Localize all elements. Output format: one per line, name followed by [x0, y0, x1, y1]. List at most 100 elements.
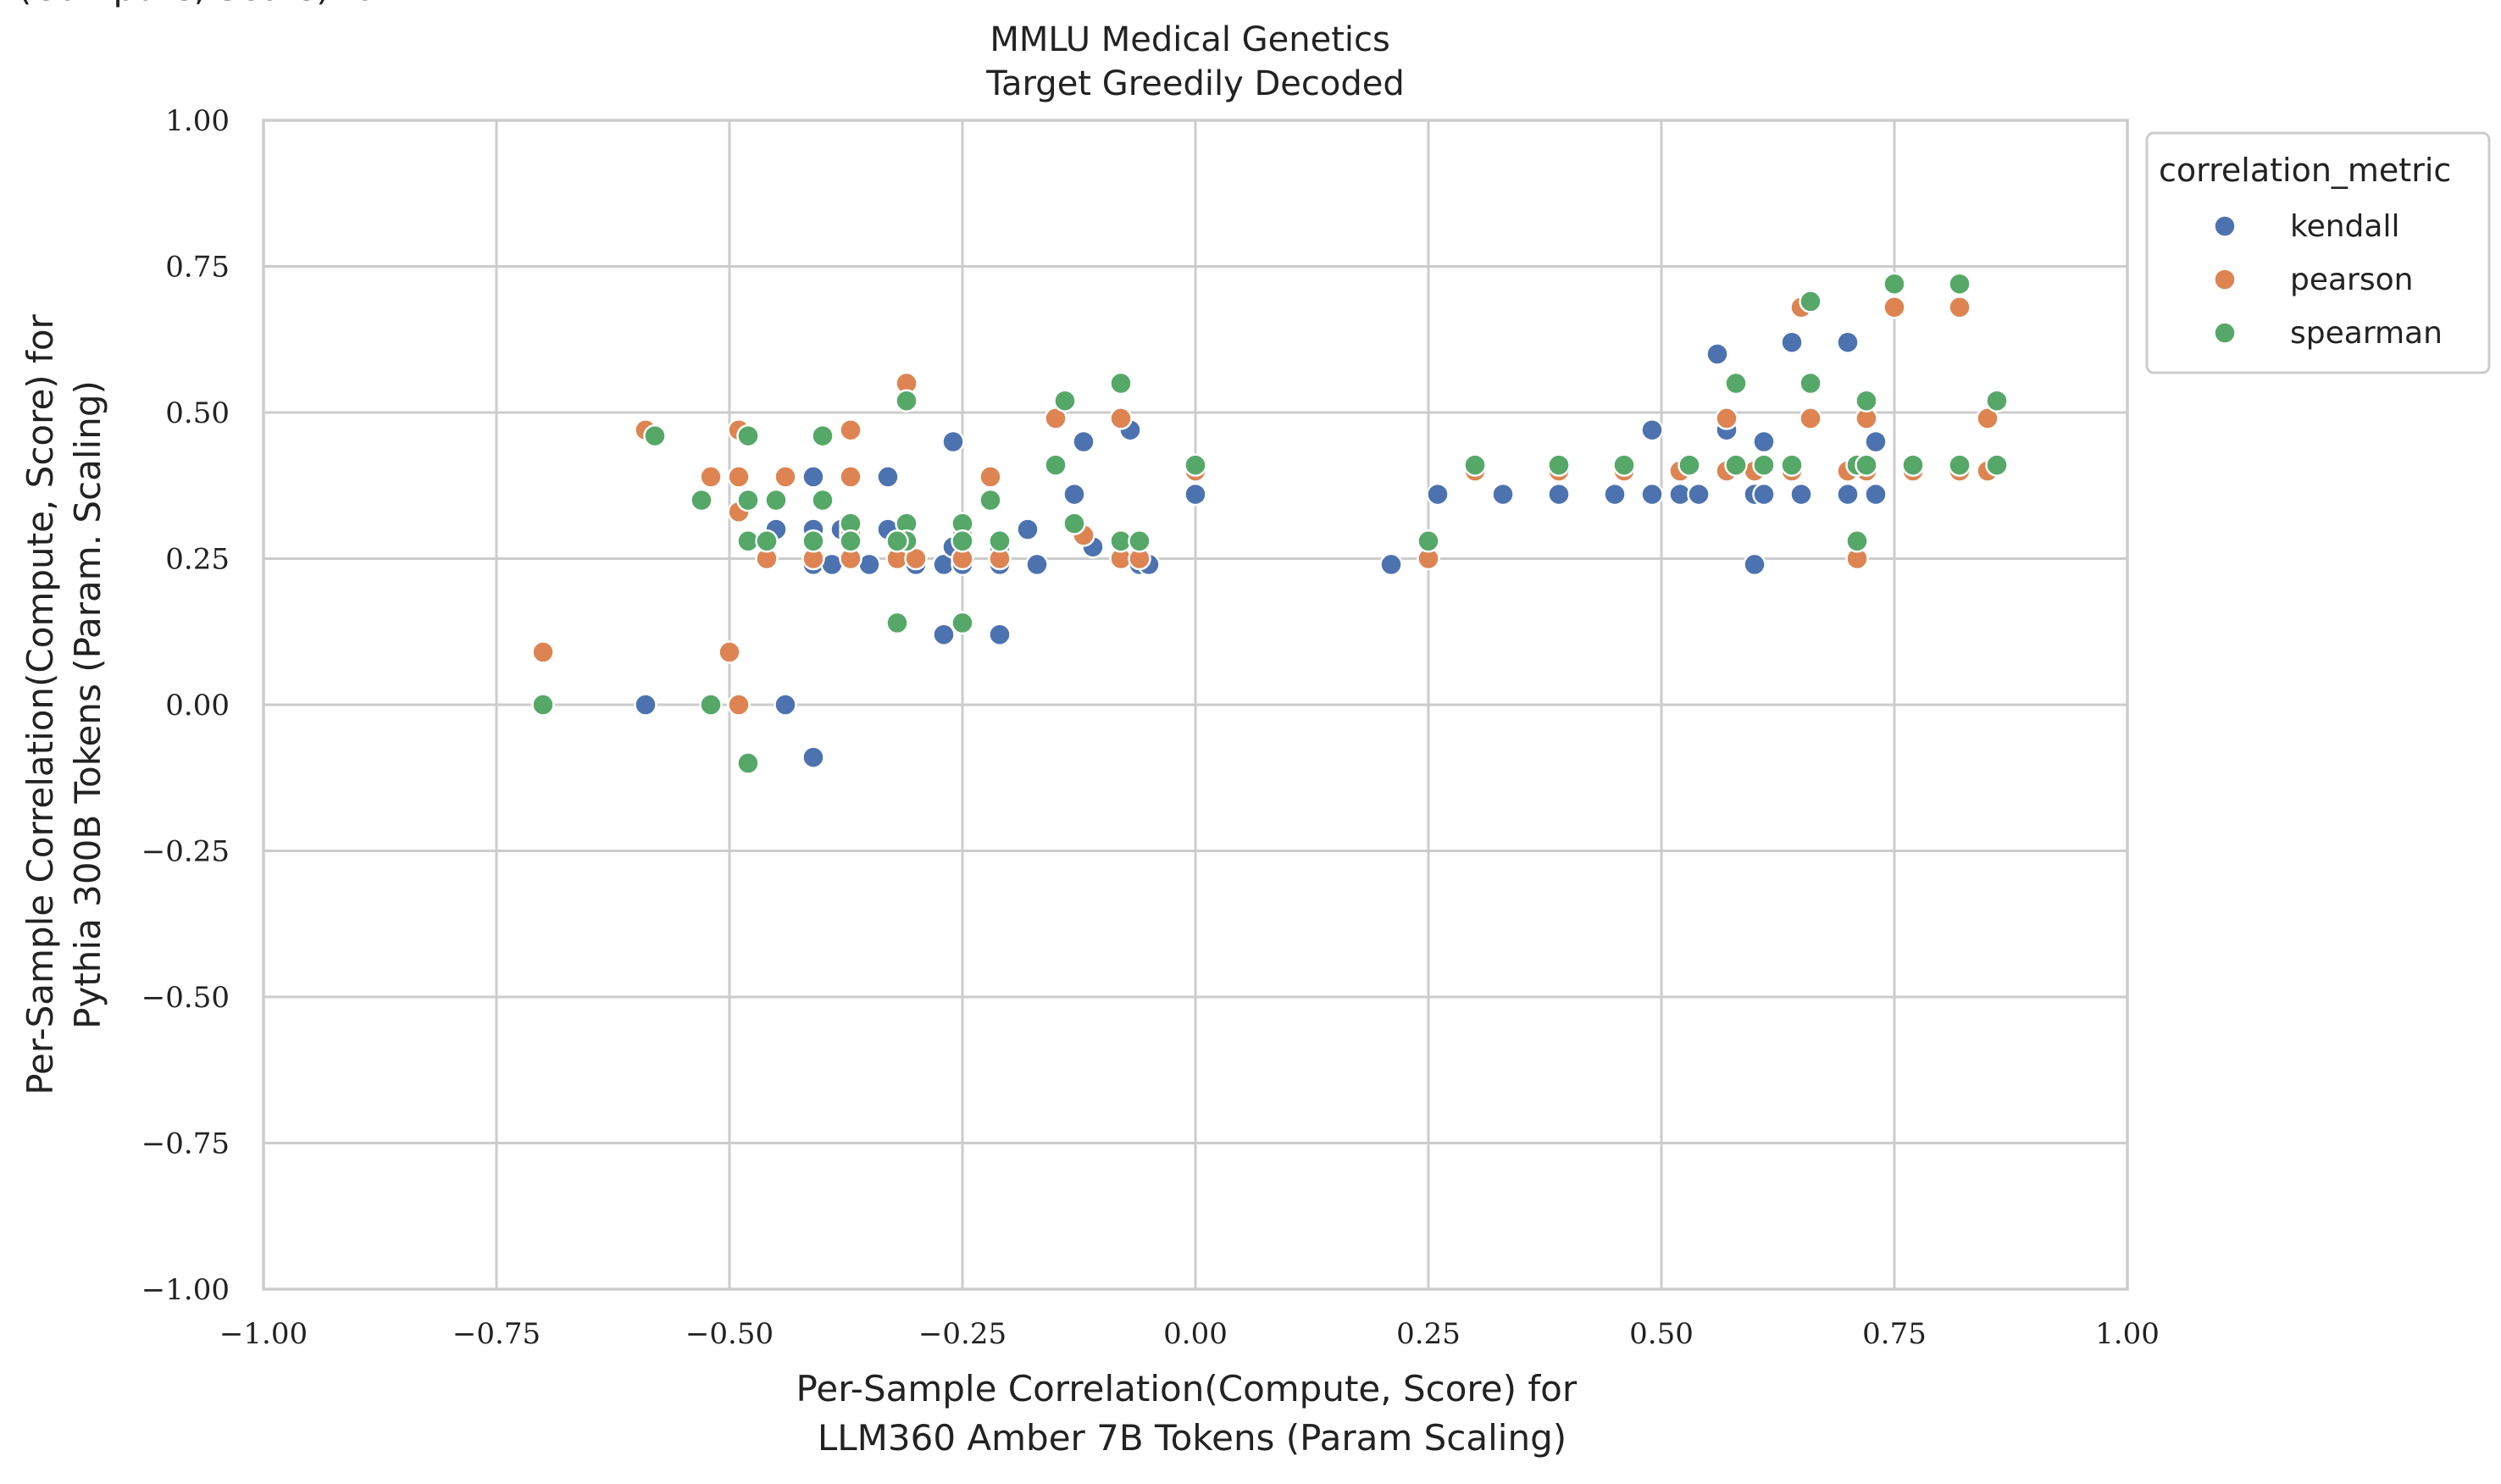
- data-point-kendall: [1864, 429, 1888, 454]
- series-spearman: [531, 272, 2009, 775]
- y-axis-label-line-1-text: Per-Sample Correlation(Compute, Score) f…: [19, 313, 61, 1094]
- data-point-spearman: [1062, 512, 1086, 535]
- data-point-spearman: [1799, 290, 1822, 313]
- data-point-kendall: [1640, 482, 1664, 507]
- y-axis-label-line-2-text: Pythia 300B Tokens (Param. Scaling): [67, 380, 108, 1029]
- data-point-kendall: [1072, 429, 1095, 454]
- data-point-pearson: [1799, 407, 1822, 430]
- data-point-spearman: [1417, 529, 1440, 553]
- data-point-kendall: [1705, 342, 1729, 366]
- x-tick-label: 0.25: [1396, 1317, 1461, 1351]
- data-point-kendall: [1789, 482, 1813, 507]
- data-point-spearman: [1799, 371, 1822, 396]
- data-point-kendall: [1864, 482, 1888, 507]
- x-tick-label: 1.00: [2095, 1317, 2160, 1351]
- data-point-spearman: [1855, 389, 1878, 413]
- data-point-spearman: [895, 389, 918, 413]
- x-tick-label: −1.00: [219, 1317, 308, 1351]
- data-point-spearman: [885, 611, 909, 635]
- data-point-kendall: [1780, 330, 1804, 354]
- x-axis-label-line-1: Per-Sample Correlation(Compute, Score) f…: [796, 1368, 1578, 1409]
- chart-title: MMLU Medical Genetics Target Greedily De…: [985, 20, 1405, 103]
- data-point-spearman: [1678, 453, 1701, 477]
- data-point-spearman: [643, 424, 667, 448]
- data-point-pearson: [1948, 296, 1971, 319]
- legend-marker-spearman: [2213, 321, 2237, 345]
- y-tick-label: 1.00: [165, 104, 230, 138]
- y-tick-label: −0.75: [141, 1127, 230, 1161]
- y-tick-label: −0.25: [141, 835, 230, 869]
- data-point-spearman: [1044, 453, 1068, 477]
- y-tick-label: −0.50: [141, 981, 230, 1015]
- data-point-spearman: [1612, 453, 1636, 477]
- x-tick-label: −0.25: [918, 1317, 1006, 1351]
- y-tick-label: 0.75: [165, 251, 230, 285]
- data-point-spearman: [1985, 453, 2009, 477]
- y-tick-label: 0.00: [165, 689, 230, 723]
- data-point-spearman: [1724, 453, 1748, 477]
- data-point-spearman: [1184, 453, 1207, 477]
- x-axis-label-line-2: LLM360 Amber 7B Tokens (Param Scaling): [818, 1417, 1567, 1459]
- data-point-kendall: [1743, 552, 1766, 577]
- data-point-kendall: [1836, 330, 1860, 354]
- legend-marker-kendall: [2213, 214, 2237, 238]
- y-tick-labels: 1.00 0.75 0.50 0.25 0.00 −0.25 −0.50 −0.75 −1.00: [141, 104, 230, 1307]
- data-point-spearman: [811, 488, 835, 512]
- data-point-spearman: [699, 693, 723, 717]
- legend-label-spearman: spearman: [2290, 316, 2443, 351]
- data-point-kendall: [932, 623, 956, 646]
- plot-frame: [262, 119, 2129, 1291]
- data-point-kendall: [1603, 482, 1627, 507]
- data-point-spearman: [1752, 453, 1776, 477]
- y-tick-label: −1.00: [141, 1273, 230, 1307]
- legend-title: correlation_metric: [2159, 152, 2451, 189]
- data-point-pearson: [839, 465, 862, 489]
- series-kendall: [634, 330, 1888, 769]
- data-point-spearman: [1985, 389, 2009, 413]
- x-tick-label: −0.75: [452, 1317, 541, 1351]
- x-tick-label: 0.50: [1629, 1317, 1694, 1351]
- data-point-kendall: [1491, 482, 1515, 507]
- legend-box: [2145, 131, 2491, 374]
- data-point-kendall: [1687, 482, 1711, 507]
- data-point-pearson: [727, 465, 751, 489]
- data-point-pearson: [699, 465, 723, 489]
- data-point-kendall: [1547, 482, 1571, 507]
- data-point-spearman: [839, 529, 862, 553]
- data-point-pearson: [727, 693, 751, 717]
- x-axis-label: Per-Sample Correlation(Compute, Score) f…: [796, 1368, 1589, 1459]
- data-point-spearman: [736, 488, 760, 512]
- data-point-spearman: [1883, 272, 1906, 296]
- data-point-spearman: [1948, 272, 1971, 296]
- data-point-spearman: [1128, 529, 1151, 553]
- data-point-spearman: [1724, 371, 1748, 396]
- legend-items: kendall pearson spearman: [2213, 209, 2443, 351]
- data-point-spearman: [1780, 453, 1804, 477]
- data-point-spearman: [951, 611, 974, 635]
- data-point-kendall: [1836, 482, 1860, 507]
- data-point-kendall: [1426, 482, 1450, 507]
- data-point-spearman: [736, 751, 760, 775]
- data-point-spearman: [755, 529, 779, 553]
- data-point-spearman: [1463, 453, 1487, 477]
- y-axis-label: Per-Sample Correlation(Compute, Score) f…: [0, 0, 391, 8]
- data-point-kendall: [1184, 482, 1207, 507]
- data-point-kendall: [1752, 429, 1776, 454]
- data-point-spearman: [764, 488, 788, 512]
- data-point-kendall: [988, 623, 1012, 646]
- data-point-spearman: [1845, 529, 1869, 553]
- data-point-pearson: [1109, 407, 1133, 430]
- data-point-kendall: [801, 465, 825, 489]
- data-point-spearman: [811, 424, 835, 448]
- data-point-spearman: [531, 693, 555, 717]
- y-tick-label: 0.50: [165, 396, 230, 430]
- data-point-spearman: [1109, 371, 1133, 396]
- y-axis-label-line-1: Per-Sample Correlation(Compute, Score) f…: [0, 0, 391, 8]
- data-point-pearson: [979, 465, 1002, 489]
- data-point-pearson: [774, 465, 797, 489]
- legend-label-pearson: pearson: [2290, 263, 2413, 297]
- legend-label-kendall: kendall: [2290, 209, 2399, 244]
- data-point-pearson: [531, 640, 555, 664]
